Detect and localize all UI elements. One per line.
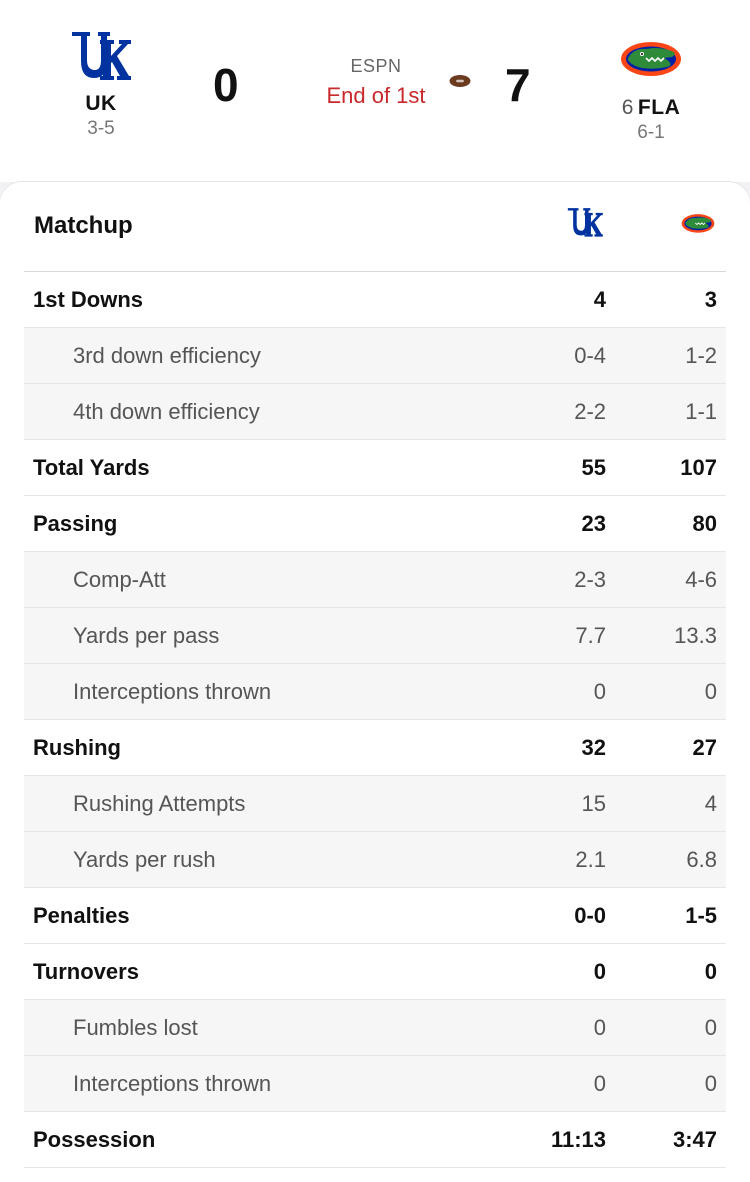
matchup-title: Matchup [34,212,133,239]
stat-value-home: 0 [593,958,606,984]
stat-value-away: 1-5 [685,902,717,928]
away-team-record: 6-1 [637,122,665,143]
stat-label: Yards per rush [73,846,216,872]
stat-label: 4th down efficiency [73,398,260,424]
stat-value-home: 2.1 [575,846,606,872]
away-team[interactable]: 6 FLA 6-1 [606,38,696,144]
stat-row: Rushing Attempts 15 4 [24,776,726,832]
away-team-abbr: FLA [637,96,681,119]
matchup-header: Matchup [24,182,726,273]
stat-row: 1st Downs 4 3 [24,272,726,328]
stat-row: Possession 11:13 3:47 [24,1112,726,1168]
stat-value-home: 7.7 [575,622,606,648]
stat-table: 1st Downs 4 3 3rd down efficiency 0-4 1-2 4th … [24,272,726,1168]
stat-value-home: 0 [593,1014,606,1040]
stat-row: Interceptions thrown 0 0 [24,664,726,720]
stat-value-away: 3:47 [672,1126,717,1152]
stat-value-away: 6.8 [686,846,717,872]
home-team-abbr: UK [85,92,117,115]
stat-value-home: 2-2 [574,398,606,424]
stat-value-away: 4-6 [685,566,717,592]
gator-logo-icon [621,42,681,76]
uk-logo-icon [72,32,131,80]
game-status: End of 1st [326,83,426,108]
away-team-rank: 6 [621,96,634,119]
stat-value-away: 107 [680,454,717,480]
stat-label: 1st Downs [33,286,144,312]
stat-label: Possession [33,1126,156,1152]
stat-label: Interceptions thrown [73,678,272,704]
stat-value-away: 27 [692,734,717,760]
stat-label: Rushing Attempts [73,790,246,816]
stat-value-home: 32 [581,734,606,760]
stat-value-away: 4 [704,790,717,816]
stat-value-away: 3 [704,286,717,312]
stat-row: Turnovers 0 0 [24,944,726,1000]
stat-label: Passing [33,510,118,536]
game-status-block: ESPN End of 1st [296,56,456,109]
gator-logo-icon [681,214,715,233]
stat-value-away: 0 [704,678,717,704]
stat-value-away: 13.3 [674,622,717,648]
stat-label: Comp-Att [73,566,166,592]
stat-value-home: 15 [581,790,606,816]
stat-row: Penalties 0-0 1-5 [24,888,726,944]
stat-value-away: 0 [704,958,717,984]
stat-row: Fumbles lost 0 0 [24,1000,726,1056]
stat-value-away: 1-2 [685,342,717,368]
network-label: ESPN [350,56,402,76]
stat-value-away: 80 [692,510,717,536]
stat-label: Interceptions thrown [73,1070,272,1096]
stat-row: 4th down efficiency 2-2 1-1 [24,384,726,440]
stat-label: 3rd down efficiency [73,342,261,368]
stat-value-home: 0-4 [574,342,606,368]
stat-label: Yards per pass [73,622,220,648]
stat-row: 3rd down efficiency 0-4 1-2 [24,328,726,384]
stat-value-away: 0 [704,1070,717,1096]
matchup-card: Matchup 1st Downs 4 3 3rd down efficiency 0-… [0,182,750,1182]
stat-value-away: 0 [704,1014,717,1040]
away-team-name: 6 FLA [606,96,696,120]
stat-value-home: 55 [581,454,606,480]
stat-row: Interceptions thrown 0 0 [24,1056,726,1112]
home-team[interactable]: UK 3-5 [60,30,142,140]
stat-value-home: 11:13 [550,1126,606,1152]
stat-label: Fumbles lost [73,1014,198,1040]
stat-row: Yards per rush 2.1 6.8 [24,832,726,888]
stat-value-home: 0 [593,678,606,704]
stat-value-home: 2-3 [574,566,606,592]
home-team-record: 3-5 [87,118,115,139]
football-icon [449,75,471,87]
stat-value-home: 4 [593,286,606,312]
stat-row: Comp-Att 2-3 4-6 [24,552,726,608]
stat-label: Rushing [33,734,121,760]
stat-row: Total Yards 55 107 [24,440,726,496]
uk-logo-icon [567,208,603,237]
stat-label: Total Yards [33,454,150,480]
stat-row: Passing 23 80 [24,496,726,552]
stat-label: Turnovers [33,958,139,984]
stat-row: Rushing 32 27 [24,720,726,776]
stat-label: Penalties [33,902,130,928]
stat-value-away: 1-1 [685,398,717,424]
home-score: 0 [213,59,239,111]
stat-value-home: 23 [581,510,606,536]
game-header: UK 3-5 0 ESPN End of 1st 7 6 FLA 6-1 [0,0,750,182]
stat-value-home: 0 [593,1070,606,1096]
away-score: 7 [505,59,531,111]
stat-row: Yards per pass 7.7 13.3 [24,608,726,664]
stat-value-home: 0-0 [574,902,606,928]
